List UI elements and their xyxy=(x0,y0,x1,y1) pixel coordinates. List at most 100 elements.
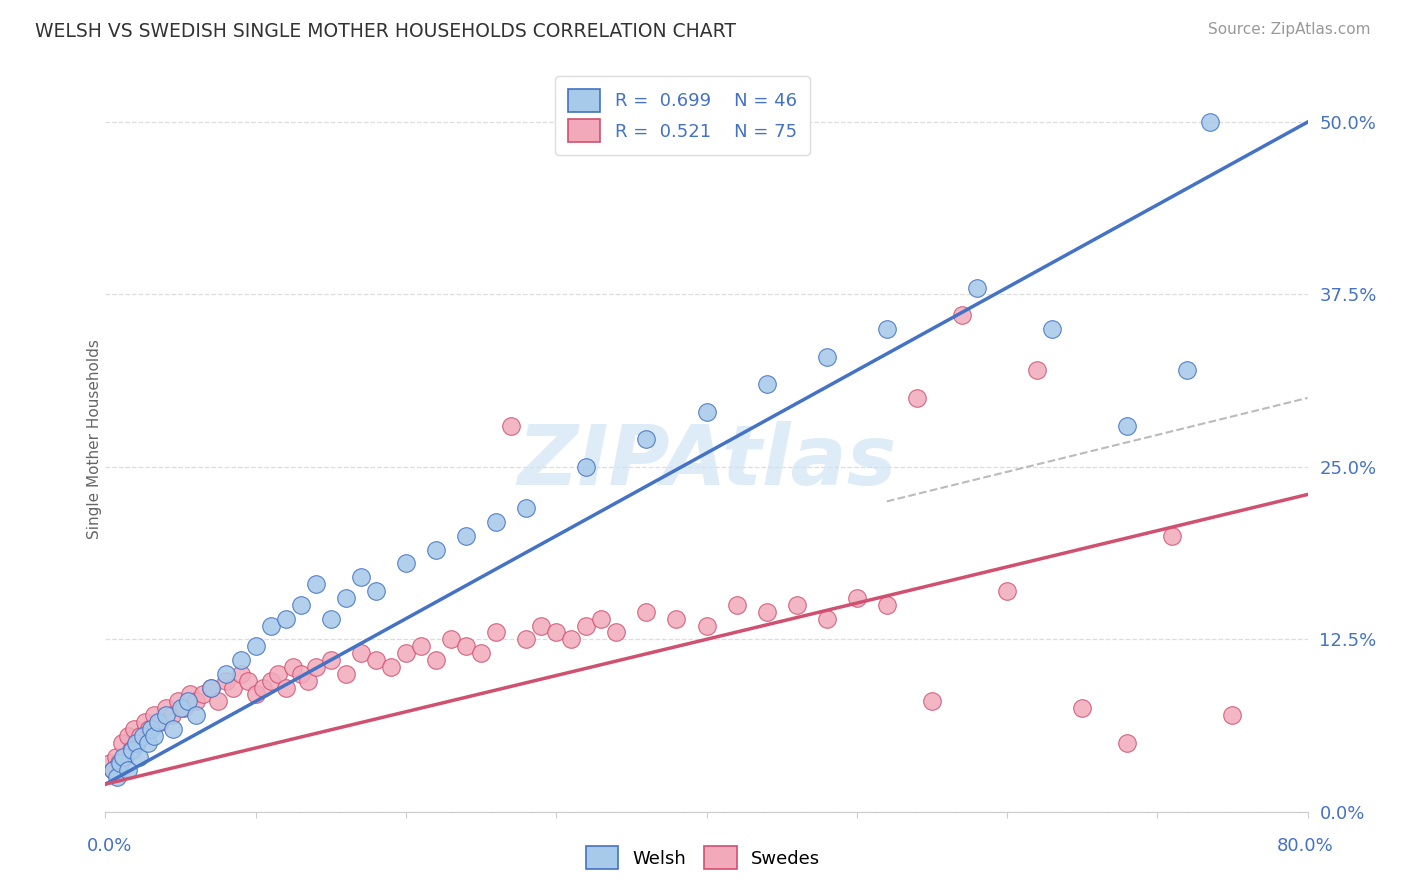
Point xyxy=(1175,363,1198,377)
Point xyxy=(995,584,1018,599)
Point xyxy=(117,764,139,778)
Point xyxy=(229,666,252,681)
Point xyxy=(222,681,245,695)
Point xyxy=(142,708,165,723)
Text: Source: ZipAtlas.com: Source: ZipAtlas.com xyxy=(1208,22,1371,37)
Point xyxy=(456,639,478,653)
Point xyxy=(395,557,418,571)
Point xyxy=(1040,322,1063,336)
Point xyxy=(290,666,312,681)
Point xyxy=(191,688,214,702)
Point xyxy=(636,605,658,619)
Point xyxy=(1222,708,1244,723)
Point xyxy=(905,391,928,405)
Point xyxy=(128,749,150,764)
Point xyxy=(319,653,342,667)
Point xyxy=(134,714,156,729)
Point xyxy=(515,632,537,647)
Point xyxy=(138,722,160,736)
Point xyxy=(1071,701,1094,715)
Text: 0.0%: 0.0% xyxy=(87,837,132,855)
Point xyxy=(214,673,236,688)
Point xyxy=(1116,736,1139,750)
Text: 80.0%: 80.0% xyxy=(1277,837,1333,855)
Point xyxy=(139,722,162,736)
Point xyxy=(335,591,357,605)
Point xyxy=(409,639,432,653)
Point xyxy=(591,612,613,626)
Point xyxy=(111,736,134,750)
Point xyxy=(155,708,177,723)
Point xyxy=(148,714,170,729)
Point xyxy=(440,632,463,647)
Point xyxy=(120,742,142,756)
Point xyxy=(950,308,973,322)
Point xyxy=(1161,529,1184,543)
Point xyxy=(815,350,838,364)
Point xyxy=(350,570,373,584)
Point xyxy=(169,701,191,715)
Point xyxy=(200,681,222,695)
Point xyxy=(501,418,523,433)
Legend: R =  0.699    N = 46, R =  0.521    N = 75: R = 0.699 N = 46, R = 0.521 N = 75 xyxy=(555,76,810,155)
Point xyxy=(845,591,868,605)
Point xyxy=(104,749,127,764)
Point xyxy=(1199,115,1222,129)
Point xyxy=(229,653,252,667)
Point xyxy=(921,694,943,708)
Point xyxy=(575,459,598,474)
Point xyxy=(364,584,387,599)
Point xyxy=(245,688,267,702)
Point xyxy=(575,618,598,632)
Point xyxy=(121,742,143,756)
Y-axis label: Single Mother Households: Single Mother Households xyxy=(87,339,101,540)
Point xyxy=(319,612,342,626)
Point xyxy=(755,605,778,619)
Point xyxy=(160,708,183,723)
Point xyxy=(214,666,236,681)
Point xyxy=(117,729,139,743)
Point xyxy=(238,673,260,688)
Point xyxy=(305,577,328,591)
Point xyxy=(122,722,145,736)
Point xyxy=(350,646,373,660)
Point xyxy=(274,681,297,695)
Point xyxy=(425,653,447,667)
Point xyxy=(267,666,290,681)
Point xyxy=(125,736,148,750)
Point xyxy=(260,673,283,688)
Point xyxy=(485,625,508,640)
Point xyxy=(114,749,136,764)
Point xyxy=(142,729,165,743)
Text: WELSH VS SWEDISH SINGLE MOTHER HOUSEHOLDS CORRELATION CHART: WELSH VS SWEDISH SINGLE MOTHER HOUSEHOLD… xyxy=(35,22,737,41)
Point xyxy=(162,722,184,736)
Point xyxy=(530,618,553,632)
Point xyxy=(696,618,718,632)
Point xyxy=(815,612,838,626)
Point xyxy=(755,377,778,392)
Point xyxy=(696,405,718,419)
Point xyxy=(456,529,478,543)
Point xyxy=(177,694,200,708)
Point xyxy=(132,729,155,743)
Point xyxy=(380,660,402,674)
Point xyxy=(546,625,568,640)
Point xyxy=(290,598,312,612)
Point xyxy=(124,736,146,750)
Point xyxy=(515,501,537,516)
Point xyxy=(98,756,121,771)
Point xyxy=(364,653,387,667)
Point xyxy=(1116,418,1139,433)
Point xyxy=(129,729,152,743)
Point xyxy=(283,660,305,674)
Point xyxy=(173,701,195,715)
Point xyxy=(966,280,988,294)
Point xyxy=(101,764,124,778)
Point xyxy=(260,618,283,632)
Point xyxy=(184,694,207,708)
Point xyxy=(485,515,508,529)
Point xyxy=(146,714,169,729)
Point xyxy=(1026,363,1049,377)
Point xyxy=(101,764,124,778)
Text: ZIPAtlas: ZIPAtlas xyxy=(517,421,896,502)
